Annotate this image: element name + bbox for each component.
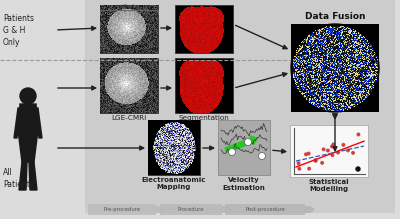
Text: Velocity
Estimation: Velocity Estimation bbox=[223, 177, 265, 191]
Circle shape bbox=[308, 167, 310, 170]
FancyArrow shape bbox=[222, 207, 231, 212]
Circle shape bbox=[291, 24, 379, 112]
Text: Data Fusion: Data Fusion bbox=[305, 12, 365, 21]
FancyBboxPatch shape bbox=[88, 204, 156, 215]
Text: Electroanatomic
Mapping: Electroanatomic Mapping bbox=[142, 177, 206, 191]
Circle shape bbox=[297, 162, 300, 164]
Circle shape bbox=[298, 168, 301, 170]
Text: Post-procedure: Post-procedure bbox=[245, 207, 285, 212]
Text: Segmentation: Segmentation bbox=[179, 115, 229, 121]
Circle shape bbox=[244, 138, 252, 145]
Circle shape bbox=[305, 153, 307, 156]
Circle shape bbox=[331, 145, 333, 148]
Text: Procedure: Procedure bbox=[178, 207, 204, 212]
Polygon shape bbox=[18, 104, 38, 162]
Circle shape bbox=[331, 154, 334, 156]
Circle shape bbox=[327, 149, 329, 152]
FancyArrow shape bbox=[225, 136, 258, 153]
FancyBboxPatch shape bbox=[290, 125, 368, 177]
FancyBboxPatch shape bbox=[148, 120, 200, 175]
Circle shape bbox=[332, 143, 335, 146]
Circle shape bbox=[20, 88, 36, 104]
Text: +2wks: +2wks bbox=[118, 4, 140, 9]
Polygon shape bbox=[14, 108, 20, 138]
Circle shape bbox=[314, 159, 317, 162]
Text: Pre-procedure: Pre-procedure bbox=[104, 207, 140, 212]
Circle shape bbox=[337, 151, 339, 154]
FancyBboxPatch shape bbox=[225, 204, 305, 215]
Circle shape bbox=[342, 143, 345, 146]
Circle shape bbox=[356, 167, 360, 171]
Text: LGE-CMRI: LGE-CMRI bbox=[111, 115, 147, 121]
Circle shape bbox=[321, 162, 324, 164]
Circle shape bbox=[347, 149, 349, 152]
FancyBboxPatch shape bbox=[218, 120, 270, 175]
Circle shape bbox=[357, 133, 360, 136]
FancyBboxPatch shape bbox=[175, 5, 233, 53]
Circle shape bbox=[228, 148, 236, 155]
FancyBboxPatch shape bbox=[85, 0, 395, 213]
Text: All
Patients: All Patients bbox=[3, 168, 34, 189]
FancyBboxPatch shape bbox=[100, 58, 158, 113]
FancyArrow shape bbox=[305, 207, 314, 212]
Circle shape bbox=[314, 159, 317, 162]
Circle shape bbox=[258, 152, 266, 159]
Circle shape bbox=[322, 148, 325, 151]
FancyArrow shape bbox=[156, 207, 165, 212]
Circle shape bbox=[307, 152, 310, 155]
Text: Patients
G & H
Only: Patients G & H Only bbox=[3, 14, 34, 47]
Polygon shape bbox=[29, 162, 37, 190]
Circle shape bbox=[352, 152, 354, 154]
FancyBboxPatch shape bbox=[175, 58, 233, 113]
FancyBboxPatch shape bbox=[100, 5, 158, 53]
Polygon shape bbox=[36, 108, 42, 138]
Polygon shape bbox=[19, 162, 27, 190]
FancyBboxPatch shape bbox=[160, 204, 222, 215]
Text: Statistical
Modelling: Statistical Modelling bbox=[309, 179, 349, 193]
